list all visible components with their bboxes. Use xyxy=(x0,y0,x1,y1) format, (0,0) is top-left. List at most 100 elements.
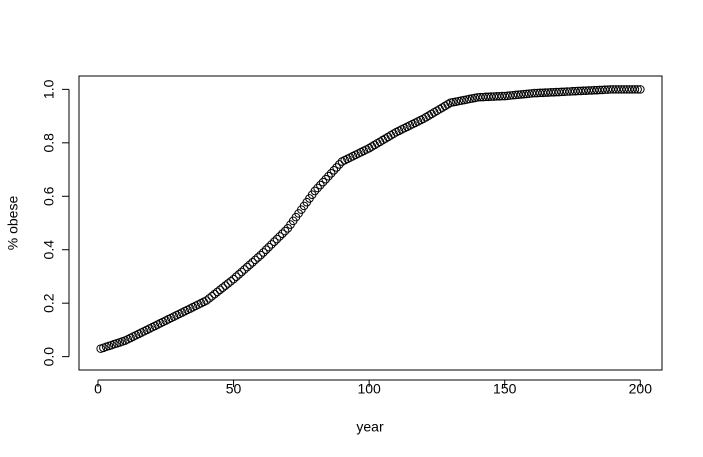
point xyxy=(495,92,504,101)
point xyxy=(324,171,333,181)
point xyxy=(256,250,265,260)
point xyxy=(210,289,219,299)
x-tick-label: 200 xyxy=(629,381,653,397)
point xyxy=(633,85,642,94)
x-tick-label: 50 xyxy=(226,381,242,397)
y-tick-label: 0.8 xyxy=(41,133,57,153)
point xyxy=(389,129,398,139)
point xyxy=(269,237,279,247)
point xyxy=(248,257,257,267)
point xyxy=(560,87,569,97)
point xyxy=(619,85,629,94)
point xyxy=(476,92,485,102)
point xyxy=(598,85,607,95)
point xyxy=(492,92,501,101)
point xyxy=(617,85,626,94)
point xyxy=(576,86,585,96)
y-tick-label: 1.0 xyxy=(41,79,57,99)
point xyxy=(278,229,287,238)
point xyxy=(522,89,531,99)
point xyxy=(481,92,491,102)
point xyxy=(614,85,623,94)
point xyxy=(313,183,322,193)
point xyxy=(335,160,344,169)
point xyxy=(240,265,249,274)
point xyxy=(486,92,496,101)
point xyxy=(584,86,594,95)
point xyxy=(223,279,233,288)
point xyxy=(231,272,241,282)
point xyxy=(592,85,602,95)
point xyxy=(253,253,263,262)
point xyxy=(503,91,512,101)
point xyxy=(573,86,583,96)
x-axis-label: year xyxy=(356,419,384,435)
point xyxy=(204,294,214,303)
point xyxy=(546,88,556,97)
point xyxy=(570,86,580,96)
point xyxy=(587,86,596,95)
point xyxy=(622,85,632,94)
point xyxy=(505,91,515,100)
point xyxy=(543,88,553,97)
point xyxy=(530,88,539,98)
point xyxy=(473,93,482,102)
point xyxy=(326,168,336,178)
point xyxy=(603,85,613,94)
point xyxy=(589,85,599,95)
point xyxy=(581,86,591,95)
point xyxy=(497,91,507,101)
plot-box xyxy=(78,75,663,371)
point xyxy=(532,88,542,98)
point xyxy=(259,248,268,257)
point xyxy=(538,88,547,98)
point xyxy=(275,232,284,241)
point xyxy=(516,90,526,99)
point xyxy=(215,285,225,295)
x-tick-label: 100 xyxy=(357,381,381,397)
point xyxy=(611,85,621,94)
point xyxy=(508,90,518,100)
point xyxy=(565,87,575,96)
point xyxy=(250,255,260,265)
point xyxy=(332,163,341,172)
point xyxy=(608,85,618,94)
point xyxy=(606,85,615,94)
y-tick-label: 0.4 xyxy=(41,240,57,260)
point xyxy=(627,85,637,94)
point xyxy=(527,89,537,98)
point xyxy=(557,87,566,97)
point xyxy=(541,88,550,97)
point xyxy=(318,177,328,187)
point xyxy=(229,274,238,284)
point xyxy=(310,186,320,196)
x-tick-label: 0 xyxy=(94,381,102,397)
point xyxy=(535,88,545,98)
point xyxy=(600,85,610,94)
point xyxy=(212,287,222,297)
point xyxy=(242,262,252,272)
point xyxy=(625,85,634,94)
point xyxy=(272,234,282,244)
point xyxy=(443,100,453,109)
y-tick-label: 0.2 xyxy=(41,293,57,313)
point xyxy=(478,92,488,102)
point xyxy=(226,276,236,286)
point xyxy=(524,89,534,98)
point xyxy=(551,87,561,97)
point xyxy=(579,86,588,95)
point xyxy=(549,88,558,97)
point xyxy=(221,281,230,290)
point xyxy=(511,90,520,100)
y-tick-label: 0.6 xyxy=(41,186,57,206)
y-axis-label: % obese xyxy=(5,196,21,251)
point xyxy=(207,291,217,301)
point xyxy=(218,283,228,292)
point xyxy=(261,245,271,255)
point xyxy=(630,85,640,94)
point xyxy=(321,174,331,184)
point xyxy=(316,180,325,190)
point xyxy=(329,166,339,175)
point xyxy=(202,296,211,305)
